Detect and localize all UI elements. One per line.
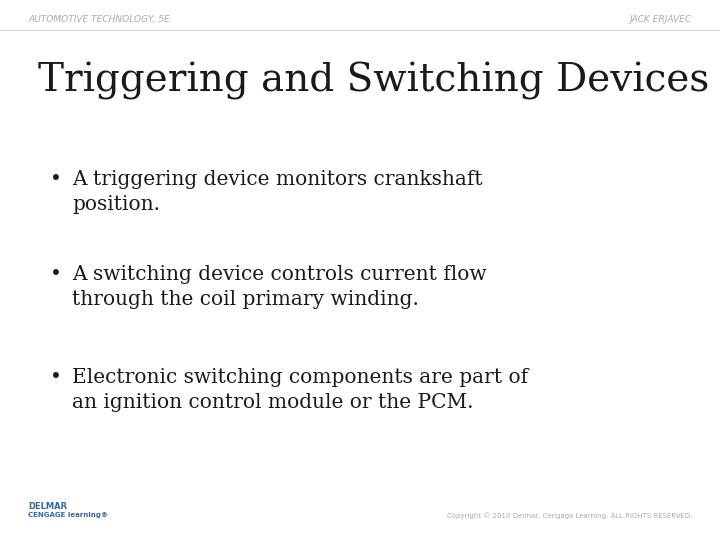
Text: Electronic switching components are part of
an ignition control module or the PC: Electronic switching components are part… — [72, 368, 528, 412]
Text: Copyright © 2010 Delmar, Cengage Learning. ALL RIGHTS RESERVED.: Copyright © 2010 Delmar, Cengage Learnin… — [446, 512, 692, 519]
Text: Triggering and Switching Devices: Triggering and Switching Devices — [38, 62, 709, 100]
Text: A triggering device monitors crankshaft
position.: A triggering device monitors crankshaft … — [72, 170, 482, 214]
Text: •: • — [50, 368, 62, 387]
Text: CENGAGE learning®: CENGAGE learning® — [28, 512, 108, 518]
Text: DELMAR: DELMAR — [28, 502, 67, 511]
Text: •: • — [50, 170, 62, 189]
Text: A switching device controls current flow
through the coil primary winding.: A switching device controls current flow… — [72, 265, 487, 309]
Text: JACK ERJAVEC: JACK ERJAVEC — [630, 15, 692, 24]
Text: •: • — [50, 265, 62, 284]
Text: AUTOMOTIVE TECHNOLOGY, 5E: AUTOMOTIVE TECHNOLOGY, 5E — [28, 15, 170, 24]
